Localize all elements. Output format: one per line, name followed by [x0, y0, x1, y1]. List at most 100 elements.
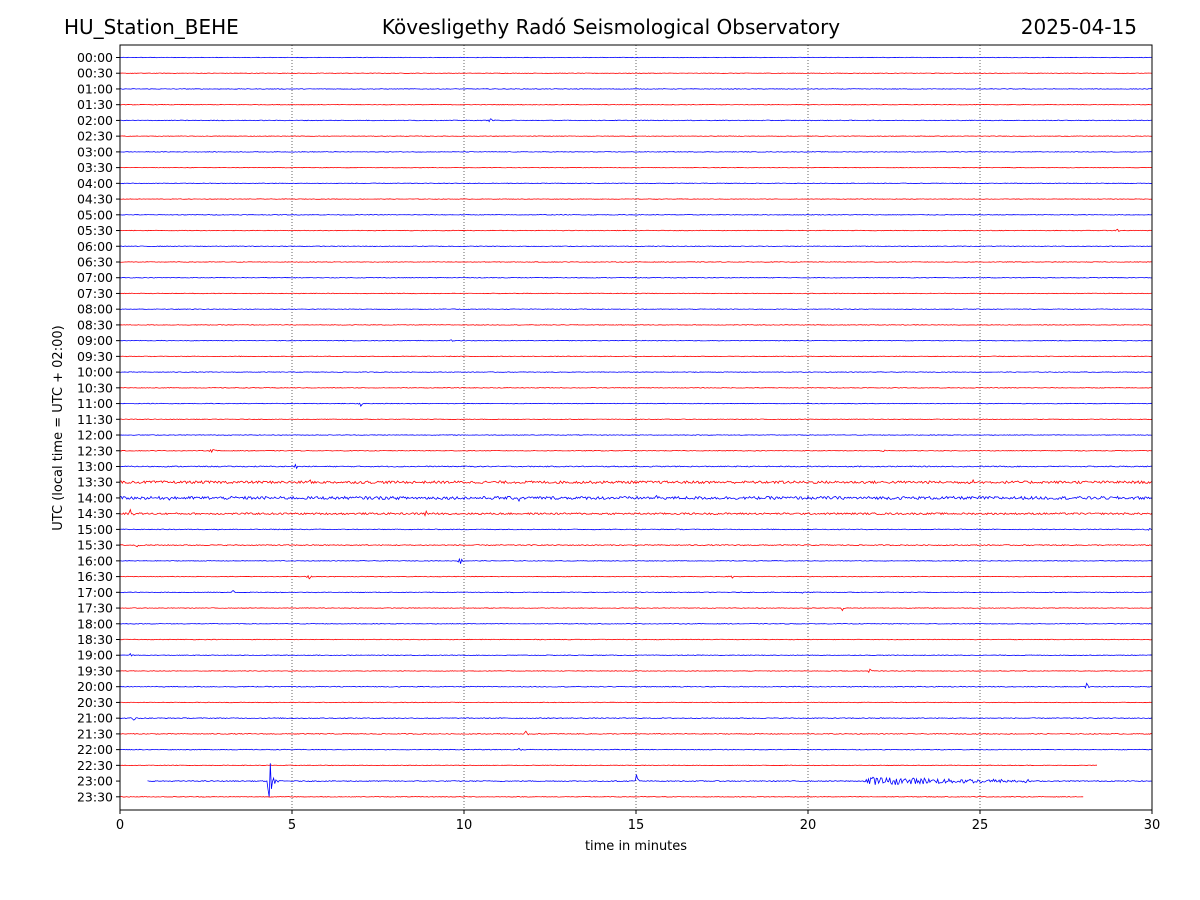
trace-0600	[119, 245, 1153, 247]
trace-0830	[119, 324, 1153, 326]
trace-2330	[119, 796, 1084, 798]
y-tick-label: 18:30	[77, 632, 113, 647]
y-tick-label: 08:30	[77, 317, 113, 332]
y-tick-label: 04:00	[77, 176, 113, 191]
y-tick-label: 18:00	[77, 616, 113, 631]
trace-0530	[119, 228, 1153, 232]
y-tick-label: 02:30	[77, 129, 113, 144]
y-tick-label: 11:00	[77, 396, 113, 411]
trace-1930	[119, 668, 1153, 674]
y-tick-label: 01:00	[77, 81, 113, 96]
y-tick-label: 16:00	[77, 553, 113, 568]
trace-2200	[119, 747, 1153, 751]
y-tick-label: 09:00	[77, 333, 113, 348]
trace-0500	[119, 214, 1153, 216]
y-tick-label: 11:30	[77, 412, 113, 427]
y-tick-label: 23:00	[77, 774, 113, 789]
trace-1230	[119, 449, 1153, 454]
trace-2100	[119, 717, 1153, 721]
y-tick-label: 21:00	[77, 711, 113, 726]
trace-0100	[119, 88, 1153, 90]
y-tick-label: 20:00	[77, 679, 113, 694]
trace-0200	[119, 118, 1153, 123]
y-tick-label: 05:30	[77, 223, 113, 238]
trace-1430	[119, 508, 1153, 517]
y-tick-label: 12:00	[77, 428, 113, 443]
y-tick-label: 07:00	[77, 270, 113, 285]
trace-0000	[119, 56, 1153, 59]
y-tick-label: 05:00	[77, 207, 113, 222]
y-tick-label: 04:30	[77, 192, 113, 207]
y-tick-label: 19:30	[77, 663, 113, 678]
y-tick-label: 13:00	[77, 459, 113, 474]
trace-2130	[119, 730, 1153, 736]
y-tick-label: 13:30	[77, 475, 113, 490]
trace-0930	[119, 355, 1153, 358]
y-tick-label: 03:00	[77, 144, 113, 159]
y-tick-label: 17:00	[77, 585, 113, 600]
y-tick-label: 00:00	[77, 50, 113, 65]
y-tick-label: 02:00	[77, 113, 113, 128]
x-tick-label: 30	[1144, 818, 1161, 833]
y-tick-label: 17:30	[77, 601, 113, 616]
date-label: 2025-04-15	[1020, 15, 1137, 39]
x-tick-label: 0	[116, 818, 124, 833]
trace-0130	[119, 104, 1153, 106]
trace-1100	[119, 402, 1153, 407]
x-axis-ticks: 0 5 10 15 20 25 30	[116, 810, 1160, 833]
x-tick-label: 20	[800, 818, 817, 833]
x-tick-label: 10	[456, 818, 473, 833]
y-tick-label: 06:00	[77, 239, 113, 254]
trace-1030	[119, 387, 1153, 389]
trace-0330	[119, 166, 1153, 169]
x-tick-label: 25	[972, 818, 989, 833]
y-tick-label: 22:00	[77, 742, 113, 757]
x-tick-label: 15	[628, 818, 645, 833]
grid-lines	[291, 45, 981, 810]
y-tick-label: 10:30	[77, 380, 113, 395]
y-tick-label: 01:30	[77, 97, 113, 112]
trace-1800	[119, 623, 1153, 625]
y-tick-label: 08:00	[77, 302, 113, 317]
trace-1530	[120, 544, 1153, 548]
y-tick-label: 20:30	[77, 695, 113, 710]
x-axis-label: time in minutes	[585, 839, 687, 854]
y-tick-label: 10:00	[77, 365, 113, 380]
trace-0400	[119, 182, 1153, 185]
y-tick-label: 21:30	[77, 726, 113, 741]
y-tick-label: 07:30	[77, 286, 113, 301]
y-tick-label: 14:00	[77, 490, 113, 505]
trace-0730	[119, 292, 1153, 295]
trace-1600	[119, 557, 1153, 564]
y-tick-label: 03:30	[77, 160, 113, 175]
y-tick-label: 09:30	[77, 349, 113, 364]
y-axis-label: UTC (local time = UTC + 02:00)	[51, 325, 66, 530]
trace-2230	[119, 764, 1098, 767]
trace-0230	[119, 135, 1153, 137]
y-tick-label: 16:30	[77, 569, 113, 584]
trace-2300	[147, 763, 1153, 798]
trace-0900	[119, 339, 1153, 342]
trace-1700	[119, 590, 1153, 594]
trace-1330	[119, 478, 1153, 485]
trace-1130	[119, 418, 1153, 421]
station-name: HU_Station_BEHE	[64, 15, 239, 39]
y-tick-label: 19:00	[77, 648, 113, 663]
trace-1730	[119, 607, 1153, 612]
y-tick-label: 15:30	[77, 538, 113, 553]
y-tick-label: 06:30	[77, 254, 113, 269]
trace-1200	[119, 434, 1153, 436]
trace-1900	[119, 652, 1153, 657]
trace-0630	[119, 261, 1153, 263]
y-tick-label: 14:30	[77, 506, 113, 521]
x-tick-label: 5	[288, 818, 296, 833]
y-axis-ticks: 00:0000:3001:0001:3002:0002:3003:0003:30…	[77, 50, 120, 804]
trace-1300	[119, 463, 1153, 470]
y-tick-label: 23:30	[77, 789, 113, 804]
y-tick-label: 00:30	[77, 66, 113, 81]
trace-0800	[119, 308, 1153, 310]
trace-2000	[119, 682, 1153, 689]
trace-0430	[119, 198, 1153, 200]
y-tick-label: 15:00	[77, 522, 113, 537]
